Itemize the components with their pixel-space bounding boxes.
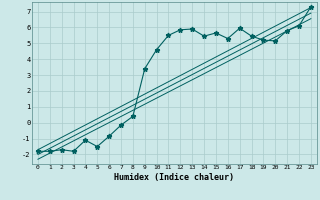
X-axis label: Humidex (Indice chaleur): Humidex (Indice chaleur)	[115, 173, 234, 182]
